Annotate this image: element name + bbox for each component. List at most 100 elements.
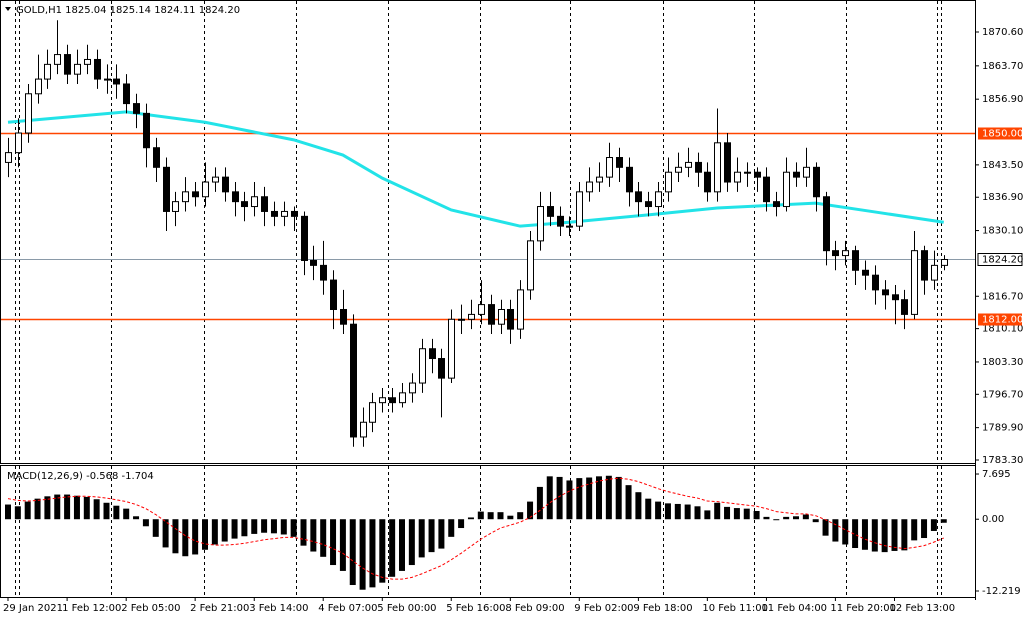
candle-body: [537, 206, 544, 242]
candle-body: [360, 421, 367, 438]
y-tick-label: 7.695: [982, 469, 1011, 480]
candle-body: [15, 132, 22, 154]
candle-body: [566, 225, 573, 228]
candle-body: [212, 176, 219, 183]
candle-body: [25, 93, 32, 134]
macd-bar: [625, 485, 632, 520]
macd-bar: [123, 508, 130, 520]
macd-bar: [133, 516, 140, 520]
candle-body: [675, 166, 682, 173]
candle-body: [911, 250, 918, 315]
macd-bar: [743, 508, 750, 520]
x-tick-label: 11 Feb 04:00: [761, 603, 827, 614]
macd-bar: [162, 519, 169, 548]
candle-body: [143, 112, 150, 149]
candle-body: [488, 304, 495, 325]
candle-body: [438, 358, 445, 379]
macd-bar: [418, 519, 425, 558]
candle-body: [5, 152, 12, 163]
x-tick-label: 9 Feb 02:00: [574, 603, 633, 614]
x-tick-label: 2 Feb 05:00: [121, 603, 180, 614]
candle-body: [251, 196, 258, 208]
candle-body: [54, 54, 61, 65]
macd-bar: [871, 519, 878, 552]
macd-bar: [645, 498, 652, 520]
macd-bar: [54, 494, 61, 520]
macd-bar: [832, 519, 839, 542]
candle-body: [271, 210, 278, 217]
macd-bar: [724, 506, 731, 520]
macd-bar: [103, 502, 110, 520]
candle-body: [172, 201, 179, 212]
candle-body: [714, 142, 721, 193]
candle-body: [517, 289, 524, 330]
macd-bar: [911, 519, 918, 541]
macd-bar: [921, 519, 928, 539]
x-tick-label: 3 Feb 14:00: [249, 603, 308, 614]
candle-body: [104, 78, 111, 81]
candle-body: [744, 171, 751, 174]
x-tick-label: 8 Feb 09:00: [505, 603, 564, 614]
macd-bar: [389, 519, 396, 577]
candle-body: [557, 215, 564, 227]
x-tick-label: 4 Feb 07:00: [318, 603, 377, 614]
macd-bar: [940, 519, 947, 523]
candle-body: [626, 166, 633, 193]
macd-bar: [901, 519, 908, 551]
macd-bar: [576, 478, 583, 520]
candle-body: [458, 318, 465, 321]
macd-bar: [320, 519, 327, 557]
candle-body: [291, 210, 298, 217]
candle-body: [704, 171, 711, 193]
macd-bar: [586, 477, 593, 520]
candle-body: [74, 63, 81, 75]
candle-body: [123, 83, 130, 105]
candle-body: [35, 78, 42, 95]
macd-bar: [714, 502, 721, 520]
macd-bar: [211, 519, 218, 545]
macd-bar: [241, 519, 248, 537]
macd-bar: [773, 519, 780, 521]
macd-bar: [14, 506, 21, 520]
candle-body: [320, 264, 327, 281]
macd-bar: [379, 519, 386, 583]
y-tick-label: 1870.60: [982, 27, 1023, 38]
candle-body: [113, 78, 120, 85]
macd-bar: [822, 519, 829, 536]
level-label-box: [978, 313, 1022, 326]
macd-bar: [783, 516, 790, 520]
macd-bar: [704, 510, 711, 520]
y-tick-label: 1810.10: [982, 324, 1023, 335]
macd-bar: [399, 519, 405, 571]
macd-title: MACD(12,26,9) -0.568 -1.704: [7, 471, 154, 482]
macd-bar: [93, 499, 100, 520]
macd-bar: [674, 503, 681, 520]
macd-bar: [34, 498, 41, 520]
x-tick-label: 29 Jan 2021: [3, 603, 63, 614]
x-tick-label: 12 Feb 13:00: [890, 603, 956, 614]
candle-body: [655, 191, 662, 208]
macd-bar: [842, 519, 849, 545]
dropdown-icon[interactable]: [5, 7, 11, 11]
candle-body: [665, 171, 672, 193]
candle-body: [310, 259, 317, 266]
macd-bar: [497, 512, 504, 520]
macd-bar: [596, 476, 602, 520]
candle-body: [832, 250, 839, 257]
macd-bar: [172, 519, 179, 554]
candle-body: [429, 348, 436, 360]
candle-body: [872, 274, 879, 291]
y-tick-label: 1830.10: [982, 226, 1023, 237]
level-label: 1812.00: [982, 315, 1023, 326]
macd-bar: [290, 519, 297, 537]
macd-bar: [694, 506, 701, 520]
candle-body: [685, 161, 692, 168]
candle-body: [379, 397, 386, 404]
macd-bar: [64, 494, 71, 520]
candle-body: [852, 250, 859, 271]
macd-bar: [152, 519, 159, 537]
candle-body: [340, 308, 347, 325]
y-tick-label: 1816.70: [982, 291, 1023, 302]
macd-bar: [546, 476, 553, 520]
